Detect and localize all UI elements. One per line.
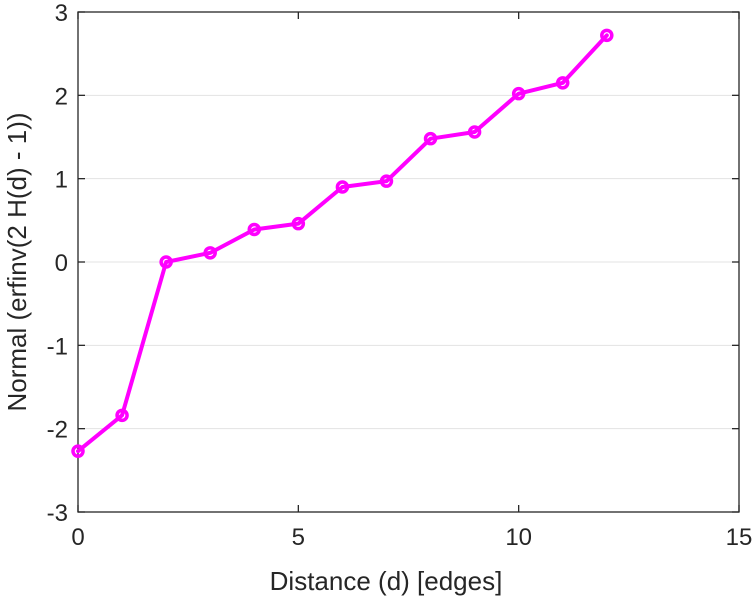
data-point (291, 216, 306, 231)
y-axis-label: Normal (erfinv(2 H(d) - 1)) (2, 112, 32, 411)
y-tick-label: 1 (55, 167, 68, 194)
y-tick-labels: -3 -2 -1 0 1 2 3 (47, 0, 68, 527)
data-point (247, 222, 262, 237)
data-point (379, 174, 394, 188)
data-point (203, 246, 217, 260)
y-tick-label: -1 (47, 333, 68, 360)
data-point (71, 444, 85, 458)
data-point (159, 255, 173, 269)
y-tick-label: -2 (47, 417, 68, 444)
data-point (511, 86, 526, 101)
series-line (76, 33, 609, 454)
x-tick-label: 5 (292, 524, 305, 551)
axes (77, 11, 740, 513)
data-point (555, 76, 570, 90)
x-tick-label: 10 (505, 524, 532, 551)
data-point (335, 180, 350, 194)
y-tick-label: -3 (47, 500, 68, 527)
x-tick-label: 15 (726, 524, 753, 551)
grid-lines (78, 11, 739, 513)
series (71, 28, 614, 458)
y-tick-label: 0 (55, 250, 68, 277)
x-tick-label: 0 (71, 524, 84, 551)
data-point (115, 408, 129, 423)
y-tick-label: 3 (55, 0, 68, 27)
x-axis-label: Distance (d) [edges] (270, 566, 503, 596)
data-point (423, 131, 438, 146)
x-tick-labels: 0 5 10 15 (71, 524, 752, 551)
data-point (467, 125, 482, 139)
data-point (600, 28, 614, 43)
y-tick-label: 2 (55, 83, 68, 110)
